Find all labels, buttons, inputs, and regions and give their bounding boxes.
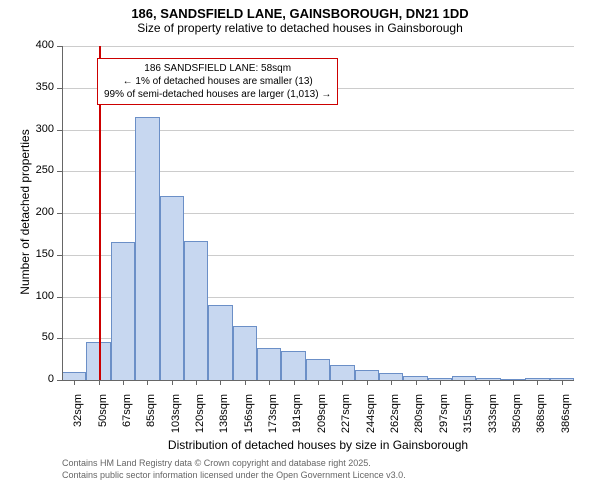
x-tick-label: 368sqm <box>535 394 547 433</box>
y-tick-label: 200 <box>24 206 54 218</box>
credit-line-2: Contains public sector information licen… <box>62 470 406 482</box>
x-axis-line <box>62 380 574 381</box>
histogram-bar <box>160 196 184 380</box>
x-tick-label: 103sqm <box>170 394 182 433</box>
y-tick-label: 100 <box>24 290 54 302</box>
credits: Contains HM Land Registry data © Crown c… <box>62 458 406 481</box>
y-tick-label: 150 <box>24 248 54 260</box>
histogram-bar <box>379 373 403 380</box>
info-box: 186 SANDSFIELD LANE: 58sqm ← 1% of detac… <box>97 58 338 105</box>
y-tick-label: 250 <box>24 164 54 176</box>
info-line-3: 99% of semi-detached houses are larger (… <box>104 88 331 101</box>
histogram-bar <box>111 242 135 380</box>
histogram-bar <box>330 365 354 380</box>
x-tick-label: 156sqm <box>243 394 255 433</box>
y-tick-label: 350 <box>24 81 54 93</box>
histogram-bar <box>184 241 208 380</box>
x-tick-label: 120sqm <box>194 394 206 433</box>
x-tick-label: 138sqm <box>218 394 230 433</box>
histogram-bar <box>62 372 86 380</box>
info-line-2: ← 1% of detached houses are smaller (13) <box>104 75 331 88</box>
y-tick-label: 400 <box>24 39 54 51</box>
x-tick-label: 50sqm <box>97 394 109 427</box>
chart-container: 186, SANDSFIELD LANE, GAINSBOROUGH, DN21… <box>0 0 600 500</box>
x-tick-label: 244sqm <box>365 394 377 433</box>
x-tick-label: 350sqm <box>511 394 523 433</box>
x-tick-label: 209sqm <box>316 394 328 433</box>
x-tick-label: 173sqm <box>267 394 279 433</box>
histogram-bar <box>233 326 257 380</box>
x-tick-label: 297sqm <box>438 394 450 433</box>
histogram-bar <box>135 117 159 380</box>
x-tick-label: 32sqm <box>72 394 84 427</box>
histogram-bar <box>355 370 379 380</box>
y-tick-label: 300 <box>24 123 54 135</box>
x-tick-label: 191sqm <box>292 394 304 433</box>
histogram-bar <box>208 305 232 380</box>
y-axis-line <box>62 46 63 380</box>
histogram-bar <box>257 348 281 380</box>
x-tick-label: 227sqm <box>340 394 352 433</box>
x-tick-label: 67sqm <box>121 394 133 427</box>
x-tick-label: 262sqm <box>389 394 401 433</box>
histogram-bar <box>281 351 305 380</box>
y-tick-label: 50 <box>24 331 54 343</box>
credit-line-1: Contains HM Land Registry data © Crown c… <box>62 458 406 470</box>
x-tick-label: 333sqm <box>487 394 499 433</box>
chart-title: 186, SANDSFIELD LANE, GAINSBOROUGH, DN21… <box>0 0 600 21</box>
y-tick-label: 0 <box>24 373 54 385</box>
chart-subtitle: Size of property relative to detached ho… <box>0 21 600 35</box>
grid-line <box>62 46 574 47</box>
histogram-bar <box>306 359 330 380</box>
info-line-1: 186 SANDSFIELD LANE: 58sqm <box>104 62 331 75</box>
x-axis-label: Distribution of detached houses by size … <box>62 438 574 452</box>
x-tick-label: 85sqm <box>145 394 157 427</box>
x-tick-label: 315sqm <box>462 394 474 433</box>
x-tick-label: 386sqm <box>560 394 572 433</box>
x-tick-label: 280sqm <box>414 394 426 433</box>
